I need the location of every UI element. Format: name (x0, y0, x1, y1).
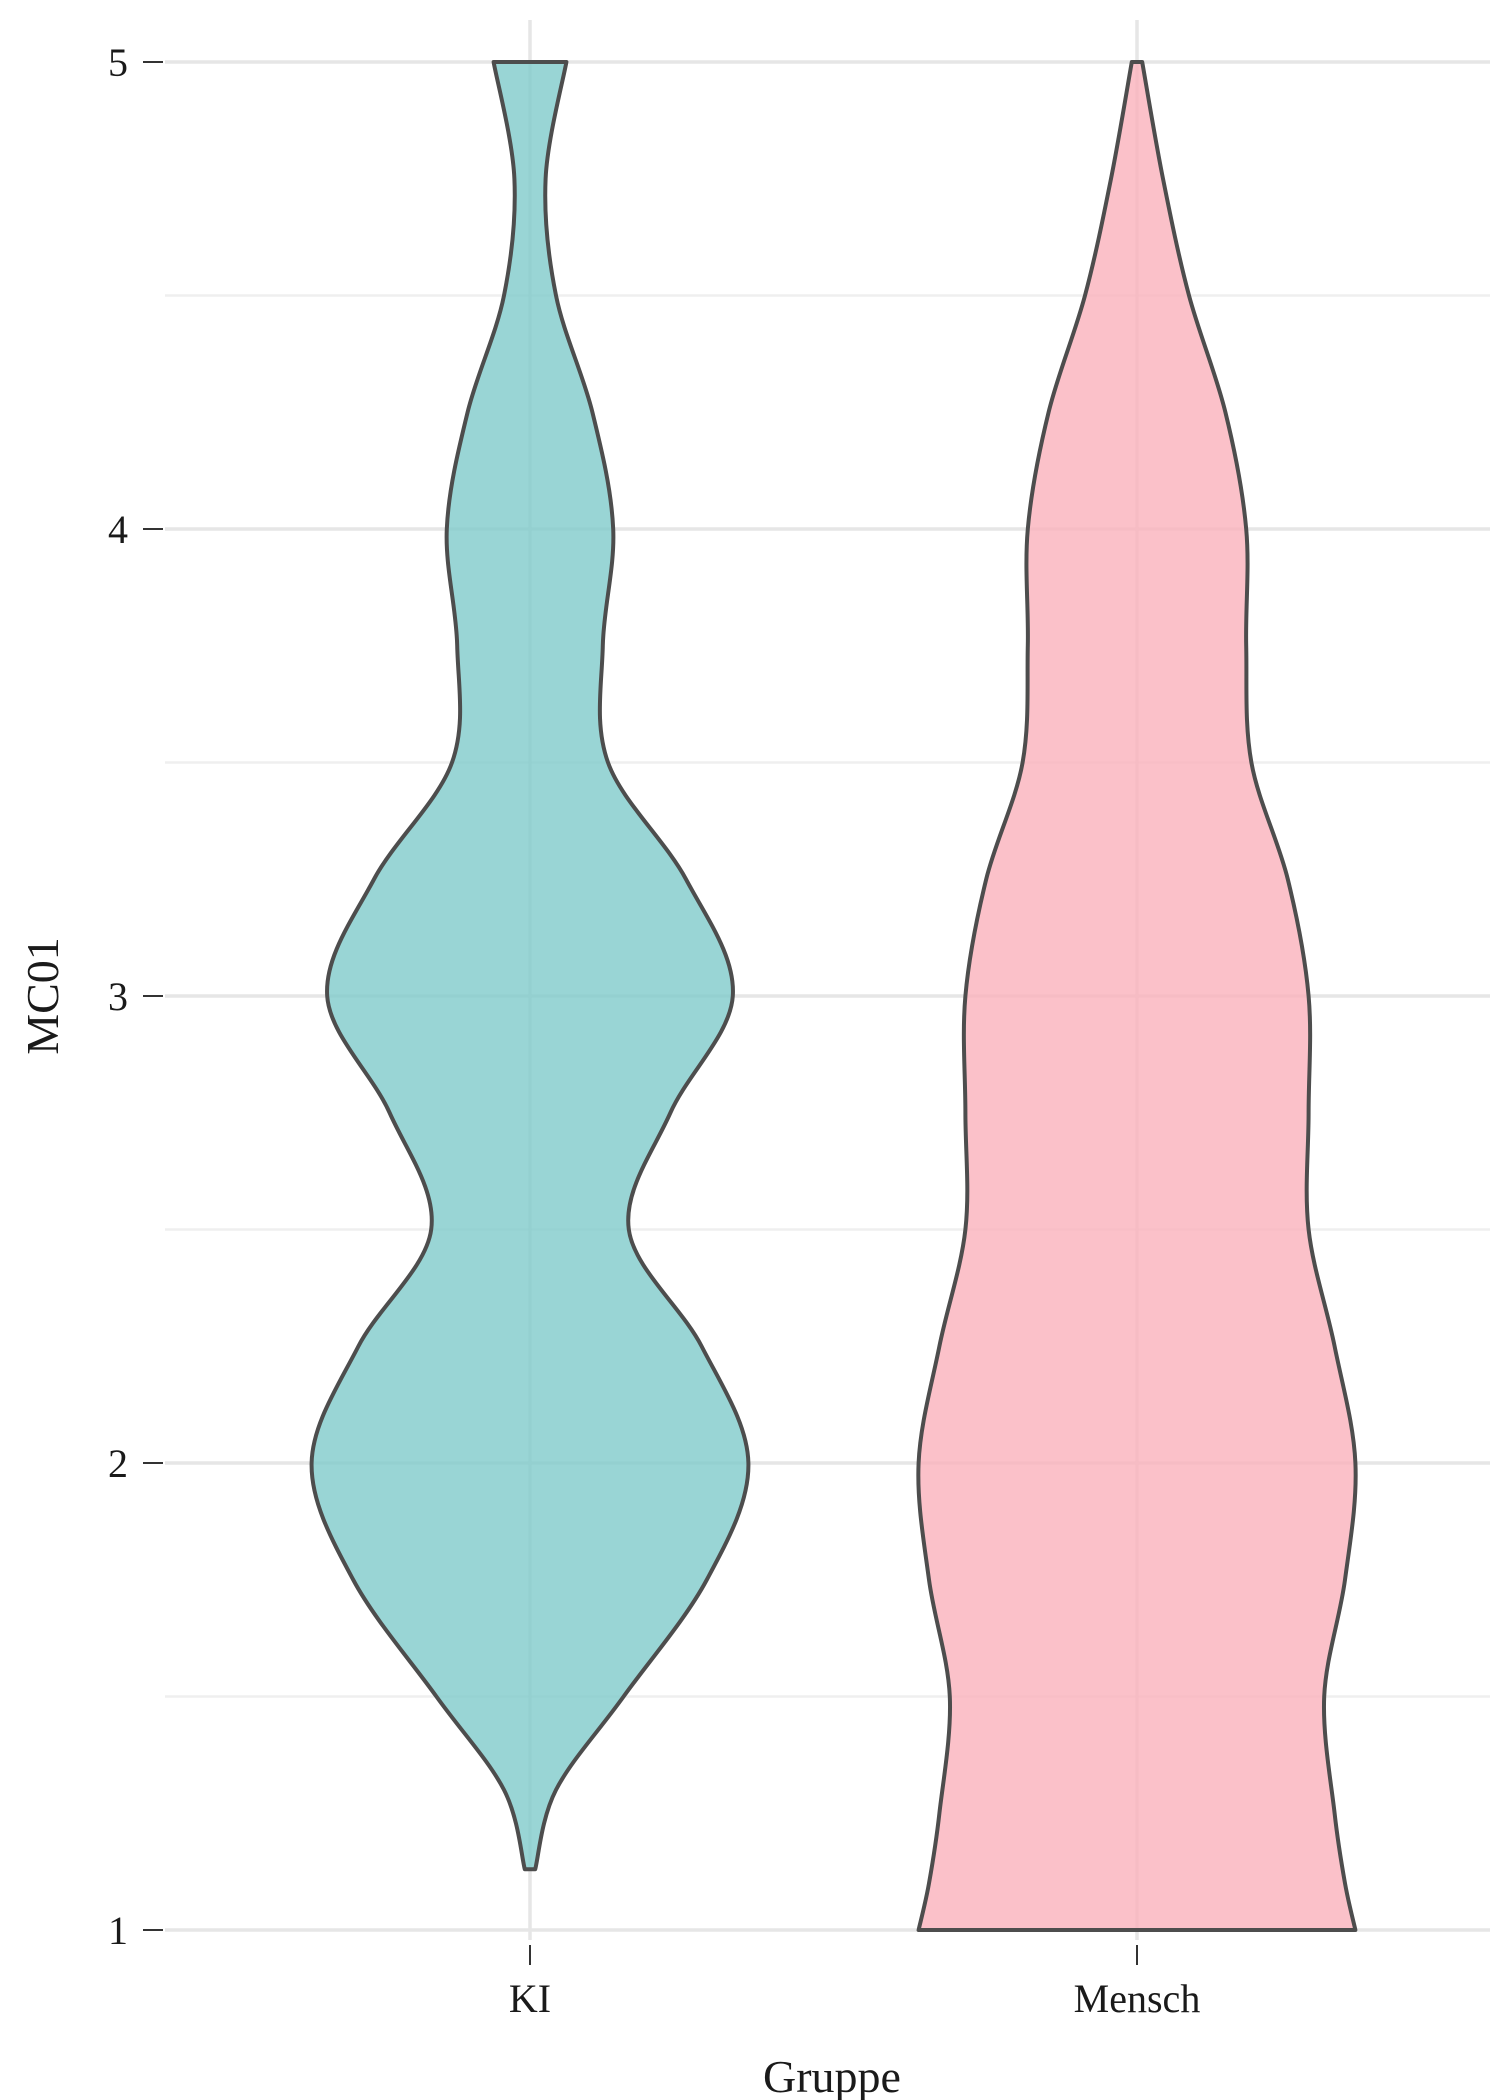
violins (309, 60, 1358, 1932)
x-tick-label: KI (509, 1976, 551, 2021)
x-axis-title: Gruppe (763, 2051, 901, 2100)
violin-mensch (916, 60, 1358, 1932)
y-axis-title: MC01 (17, 937, 68, 1055)
y-tick-label: 5 (108, 40, 128, 85)
y-tick-label: 3 (108, 974, 128, 1019)
x-tick-label: Mensch (1074, 1976, 1201, 2021)
y-tick-label: 4 (108, 507, 128, 552)
y-tick-label: 2 (108, 1441, 128, 1486)
violin-ki (309, 60, 751, 1872)
y-tick-label: 1 (108, 1908, 128, 1953)
axes: 1 2 3 4 5 KI Mensch (108, 40, 1200, 2021)
